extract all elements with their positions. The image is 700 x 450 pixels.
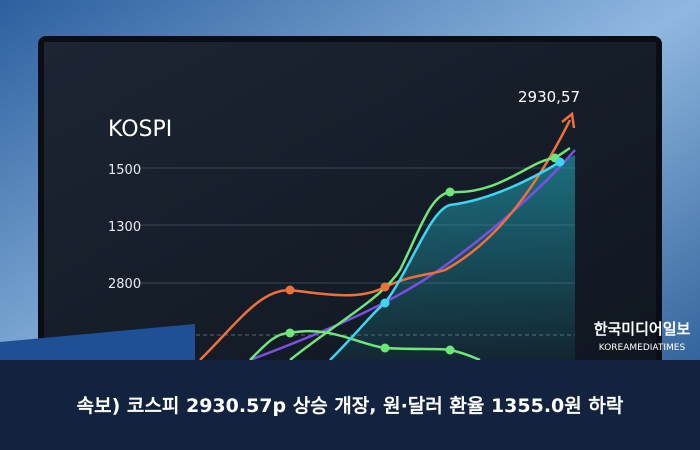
area [330,155,575,360]
point [285,328,295,338]
point [380,282,390,292]
watermark-sub: KOREAMEDIATIMES [599,343,686,353]
line [329,160,561,361]
point [445,187,455,197]
axis-label: 1300 [108,220,141,235]
point [380,343,390,353]
axis-label: 1500 [108,163,141,178]
arrow-head [561,111,576,129]
watermark: 한국미디어일보 [594,320,691,338]
accent-shape [0,324,195,362]
headline-bar [0,360,700,450]
point [380,298,390,308]
point [445,345,455,355]
screen-title: KOSPI [108,117,172,142]
axis-label: 2800 [108,277,141,292]
annotation: 2930,57 [518,88,580,106]
point [285,285,295,295]
line [249,149,576,362]
headline: 속보) 코스피 2930.57p 상승 개장, 원·달러 환율 1355.0원 … [77,395,624,417]
line [289,146,571,361]
point [555,157,565,167]
